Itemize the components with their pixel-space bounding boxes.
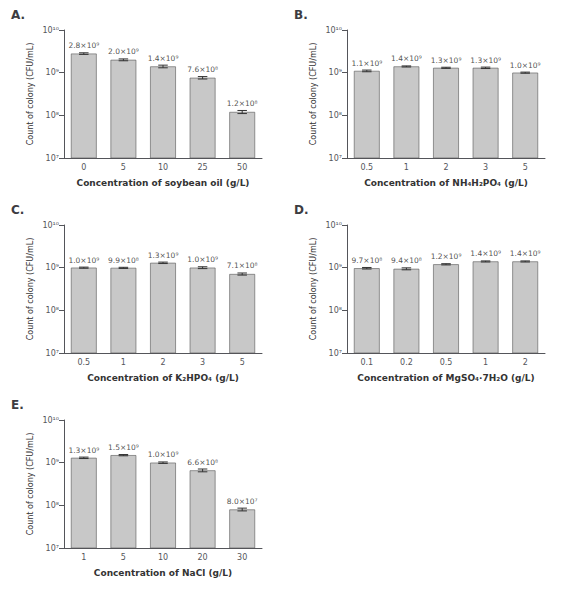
svg-text:Concentration of soybean oil (: Concentration of soybean oil (g/L) [77, 178, 250, 188]
svg-text:0.5: 0.5 [440, 358, 453, 367]
svg-text:1.4×10⁹: 1.4×10⁹ [148, 54, 179, 63]
svg-text:7.6×10⁸: 7.6×10⁸ [187, 65, 218, 74]
svg-text:Concentration of NaCl (g/L): Concentration of NaCl (g/L) [94, 568, 232, 578]
svg-text:10: 10 [158, 163, 168, 172]
svg-text:A.: A. [11, 8, 25, 22]
svg-text:10⁷: 10⁷ [329, 349, 342, 358]
svg-text:2: 2 [160, 358, 165, 367]
svg-text:10⁸: 10⁸ [329, 306, 342, 315]
svg-text:1: 1 [483, 358, 488, 367]
svg-text:9.9×10⁸: 9.9×10⁸ [108, 256, 139, 265]
svg-text:E.: E. [11, 398, 24, 412]
svg-text:Concentration of NH₄H₂PO₄ (g/L: Concentration of NH₄H₂PO₄ (g/L) [364, 178, 528, 188]
svg-text:2.0×10⁹: 2.0×10⁹ [108, 47, 139, 56]
svg-text:10¹⁰: 10¹⁰ [42, 26, 59, 35]
svg-text:1.5×10⁹: 1.5×10⁹ [108, 443, 139, 452]
svg-text:Count of colony (CFU/mL): Count of colony (CFU/mL) [309, 238, 318, 341]
svg-text:2.8×10⁹: 2.8×10⁹ [68, 41, 99, 50]
svg-text:10⁷: 10⁷ [46, 544, 59, 553]
svg-text:1.2×10⁹: 1.2×10⁹ [431, 252, 462, 261]
svg-text:6.6×10⁸: 6.6×10⁸ [187, 458, 218, 467]
svg-text:10⁷: 10⁷ [46, 154, 59, 163]
svg-text:10: 10 [158, 553, 168, 562]
svg-text:5: 5 [121, 163, 126, 172]
svg-text:Count of colony (CFU/mL): Count of colony (CFU/mL) [26, 433, 35, 536]
svg-text:1.1×10⁹: 1.1×10⁹ [351, 59, 382, 68]
svg-text:10⁸: 10⁸ [46, 111, 59, 120]
svg-text:0.5: 0.5 [77, 358, 90, 367]
svg-text:1: 1 [121, 358, 126, 367]
svg-text:1.0×10⁹: 1.0×10⁹ [510, 61, 541, 70]
svg-text:Concentration of K₂HPO₄ (g/L): Concentration of K₂HPO₄ (g/L) [87, 373, 239, 383]
svg-text:10⁹: 10⁹ [46, 263, 59, 272]
svg-text:1.3×10⁹: 1.3×10⁹ [148, 251, 179, 260]
svg-text:Count of colony (CFU/mL): Count of colony (CFU/mL) [26, 238, 35, 341]
svg-text:1: 1 [81, 553, 86, 562]
svg-text:1.0×10⁹: 1.0×10⁹ [148, 450, 179, 459]
svg-text:B.: B. [294, 8, 308, 22]
svg-text:1: 1 [404, 163, 409, 172]
svg-text:1.2×10⁸: 1.2×10⁸ [227, 99, 258, 108]
svg-text:0: 0 [81, 163, 86, 172]
svg-text:10⁹: 10⁹ [46, 68, 59, 77]
svg-text:Concentration of MgSO₄·7H₂O (g: Concentration of MgSO₄·7H₂O (g/L) [357, 373, 534, 383]
svg-text:10¹⁰: 10¹⁰ [325, 221, 342, 230]
svg-text:1.0×10⁹: 1.0×10⁹ [68, 256, 99, 265]
svg-text:1.4×10⁹: 1.4×10⁹ [391, 54, 422, 63]
svg-text:10⁹: 10⁹ [46, 458, 59, 467]
svg-text:5: 5 [240, 358, 245, 367]
svg-text:50: 50 [237, 163, 247, 172]
svg-text:10⁹: 10⁹ [329, 263, 342, 272]
svg-text:Count of colony (CFU/mL): Count of colony (CFU/mL) [26, 43, 35, 146]
svg-text:3: 3 [483, 163, 488, 172]
svg-text:10⁹: 10⁹ [329, 68, 342, 77]
svg-text:1.0×10⁹: 1.0×10⁹ [187, 255, 218, 264]
svg-text:1.3×10⁹: 1.3×10⁹ [431, 56, 462, 65]
svg-text:10¹⁰: 10¹⁰ [325, 26, 342, 35]
svg-text:0.5: 0.5 [360, 163, 373, 172]
svg-text:0.2: 0.2 [400, 358, 413, 367]
svg-text:10¹⁰: 10¹⁰ [42, 221, 59, 230]
svg-text:20: 20 [198, 553, 208, 562]
svg-text:10⁷: 10⁷ [46, 349, 59, 358]
svg-text:1.3×10⁹: 1.3×10⁹ [68, 446, 99, 455]
svg-text:10⁸: 10⁸ [46, 306, 59, 315]
svg-text:5: 5 [523, 163, 528, 172]
svg-text:30: 30 [237, 553, 247, 562]
svg-text:D.: D. [294, 203, 309, 217]
svg-text:7.1×10⁸: 7.1×10⁸ [227, 261, 258, 270]
svg-text:10⁸: 10⁸ [46, 501, 59, 510]
svg-text:10⁷: 10⁷ [329, 154, 342, 163]
svg-text:1.4×10⁹: 1.4×10⁹ [470, 249, 501, 258]
svg-text:C.: C. [11, 203, 24, 217]
svg-text:5: 5 [121, 553, 126, 562]
svg-text:8.0×10⁷: 8.0×10⁷ [227, 497, 258, 506]
svg-text:1.4×10⁹: 1.4×10⁹ [510, 249, 541, 258]
svg-text:25: 25 [198, 163, 208, 172]
svg-text:9.7×10⁸: 9.7×10⁸ [351, 256, 382, 265]
svg-text:3: 3 [200, 358, 205, 367]
svg-text:2: 2 [523, 358, 528, 367]
svg-text:10¹⁰: 10¹⁰ [42, 416, 59, 425]
svg-text:9.4×10⁸: 9.4×10⁸ [391, 256, 422, 265]
svg-text:0.1: 0.1 [360, 358, 373, 367]
svg-text:1.3×10⁹: 1.3×10⁹ [470, 56, 501, 65]
svg-text:Count of colony (CFU/mL): Count of colony (CFU/mL) [309, 43, 318, 146]
svg-text:10⁸: 10⁸ [329, 111, 342, 120]
svg-text:2: 2 [443, 163, 448, 172]
